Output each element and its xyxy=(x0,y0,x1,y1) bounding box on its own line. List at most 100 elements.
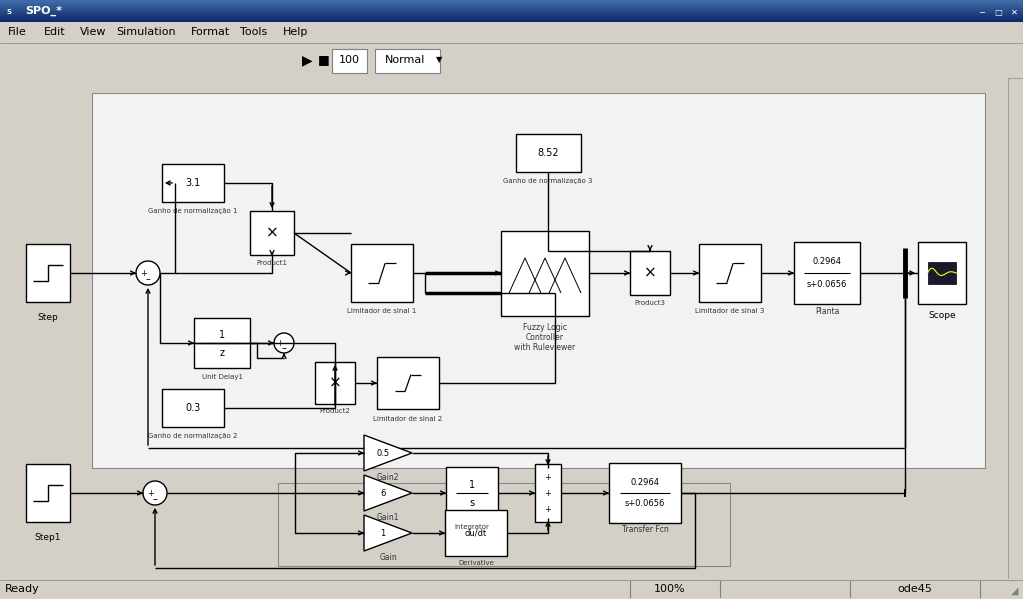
Text: Integrator: Integrator xyxy=(454,524,489,530)
Text: Normal: Normal xyxy=(385,55,426,65)
Bar xyxy=(660,48,674,74)
Bar xyxy=(266,48,280,74)
Text: s+0.0656: s+0.0656 xyxy=(625,500,665,509)
Bar xyxy=(1008,78,1023,579)
Bar xyxy=(160,48,174,74)
Text: Limitador de sinal 2: Limitador de sinal 2 xyxy=(373,416,443,422)
Text: Product1: Product1 xyxy=(257,260,287,266)
Text: File: File xyxy=(8,27,27,37)
Text: ×: × xyxy=(328,376,342,391)
Text: Product3: Product3 xyxy=(634,300,666,306)
Bar xyxy=(630,251,670,295)
Bar xyxy=(516,134,580,172)
Text: View: View xyxy=(80,27,106,37)
Bar xyxy=(676,48,690,74)
Text: ×: × xyxy=(266,225,278,241)
Bar xyxy=(250,211,294,255)
Text: □: □ xyxy=(994,8,1002,17)
Bar xyxy=(197,48,211,74)
Text: 8.52: 8.52 xyxy=(537,148,559,158)
Text: ─: ─ xyxy=(979,8,984,17)
Bar xyxy=(2,5,16,19)
Bar xyxy=(4,48,18,74)
Bar xyxy=(176,48,190,74)
Bar xyxy=(377,357,439,409)
Bar xyxy=(501,231,589,316)
Text: Ganho de normalização 1: Ganho de normalização 1 xyxy=(148,208,237,214)
Text: Product2: Product2 xyxy=(319,408,351,414)
Bar xyxy=(26,464,70,522)
Text: –: – xyxy=(152,494,158,504)
Text: Limitador de sinal 3: Limitador de sinal 3 xyxy=(696,308,764,314)
Bar xyxy=(26,244,70,302)
Bar xyxy=(466,48,480,74)
Text: SPO_*: SPO_* xyxy=(25,6,62,16)
Bar xyxy=(446,467,498,519)
Bar xyxy=(278,483,730,566)
Ellipse shape xyxy=(274,333,294,353)
Text: Step1: Step1 xyxy=(35,533,61,541)
Bar xyxy=(91,48,105,74)
Bar xyxy=(445,510,507,556)
Text: Help: Help xyxy=(282,27,308,37)
Text: +: + xyxy=(544,504,551,513)
Text: 1: 1 xyxy=(381,528,386,537)
Bar xyxy=(351,244,413,302)
Bar xyxy=(194,318,250,368)
Text: 6: 6 xyxy=(381,489,386,498)
Text: Format: Format xyxy=(191,27,230,37)
Text: s: s xyxy=(470,498,475,508)
Bar xyxy=(38,48,52,74)
Bar xyxy=(609,463,681,523)
Text: 100%: 100% xyxy=(654,584,685,594)
Text: s+0.0656: s+0.0656 xyxy=(807,280,847,289)
Text: +: + xyxy=(276,338,283,347)
Text: z: z xyxy=(220,348,224,358)
Text: Gain1: Gain1 xyxy=(376,513,399,522)
Text: Step: Step xyxy=(38,313,58,322)
Text: +: + xyxy=(544,489,551,498)
Bar xyxy=(918,242,966,304)
Text: Ganho de normalização 3: Ganho de normalização 3 xyxy=(503,178,592,184)
Bar xyxy=(568,48,582,74)
Text: S: S xyxy=(6,9,11,15)
Text: ✕: ✕ xyxy=(1011,8,1018,17)
Text: Limitador de sinal 1: Limitador de sinal 1 xyxy=(348,308,416,314)
Text: Edit: Edit xyxy=(44,27,65,37)
Bar xyxy=(107,48,121,74)
Bar xyxy=(75,48,89,74)
Bar xyxy=(520,48,534,74)
Text: Gain: Gain xyxy=(380,552,397,561)
Text: Planta: Planta xyxy=(814,307,839,316)
Text: 0.2964: 0.2964 xyxy=(812,258,842,267)
Text: Unit Delay1: Unit Delay1 xyxy=(202,374,242,380)
Text: 3.1: 3.1 xyxy=(185,178,201,188)
Text: ◢: ◢ xyxy=(1011,586,1018,596)
Bar xyxy=(450,48,464,74)
Bar xyxy=(282,48,296,74)
Bar xyxy=(144,48,158,74)
Bar xyxy=(928,262,957,284)
Text: Gain2: Gain2 xyxy=(376,473,399,482)
Text: 0.5: 0.5 xyxy=(376,449,390,458)
Text: 100: 100 xyxy=(339,55,359,65)
Text: +: + xyxy=(544,473,551,482)
Text: 0.2964: 0.2964 xyxy=(630,477,660,487)
Text: Ready: Ready xyxy=(5,584,40,594)
Ellipse shape xyxy=(143,481,167,505)
Text: Transfer Fcn: Transfer Fcn xyxy=(622,525,668,534)
Text: ■: ■ xyxy=(318,53,329,66)
Bar xyxy=(504,48,518,74)
Bar xyxy=(606,48,620,74)
Text: Ganho de normalização 2: Ganho de normalização 2 xyxy=(148,433,237,439)
Text: Tools: Tools xyxy=(240,27,267,37)
Bar xyxy=(162,389,224,427)
Polygon shape xyxy=(364,435,412,471)
Ellipse shape xyxy=(136,261,160,285)
Bar xyxy=(535,464,561,522)
Bar xyxy=(699,244,761,302)
Bar xyxy=(229,48,243,74)
Bar xyxy=(123,48,137,74)
Bar xyxy=(248,48,262,74)
Text: 0.3: 0.3 xyxy=(185,403,201,413)
